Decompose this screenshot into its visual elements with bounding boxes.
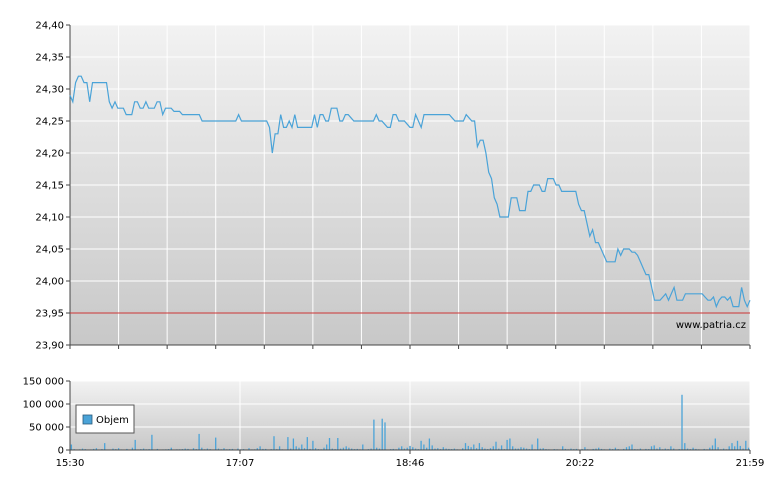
- price-y-tick-label: 24,35: [35, 53, 64, 64]
- price-x-axis: [69, 345, 751, 349]
- price-y-tick-label: 24,05: [35, 245, 64, 256]
- price-y-tick-label: 24,25: [35, 117, 64, 128]
- volume-y-tick-label: 150 000: [23, 377, 64, 388]
- price-y-tick-label: 24,40: [35, 21, 64, 32]
- x-tick-label: 18:46: [396, 458, 425, 469]
- price-y-tick-label: 23,95: [35, 309, 64, 320]
- legend-swatch: [82, 414, 93, 425]
- price-y-tick-label: 24,20: [35, 149, 64, 160]
- volume-y-tick-label: 100 000: [23, 400, 64, 411]
- price-y-tick-label: 24,30: [35, 85, 64, 96]
- price-y-tick-label: 24,00: [35, 277, 64, 288]
- price-y-tick-label: 23,90: [35, 341, 64, 352]
- x-tick-label: 17:07: [226, 458, 255, 469]
- x-tick-label: 20:22: [566, 458, 595, 469]
- price-y-tick-label: 24,15: [35, 181, 64, 192]
- legend-label: Objem: [96, 415, 129, 426]
- price-y-tick-label: 24,10: [35, 213, 64, 224]
- x-tick-label: 15:30: [56, 458, 85, 469]
- volume-legend: Objem: [75, 404, 135, 434]
- watermark-text: www.patria.cz: [676, 320, 746, 331]
- volume-y-tick-label: 50 000: [29, 423, 64, 434]
- volume-x-axis: 15:30 17:07 18:46 20:22 21:59: [56, 450, 765, 469]
- price-series-line: [69, 75, 751, 309]
- x-tick-label: 21:59: [736, 458, 765, 469]
- volume-y-tick-label: 0: [58, 446, 64, 457]
